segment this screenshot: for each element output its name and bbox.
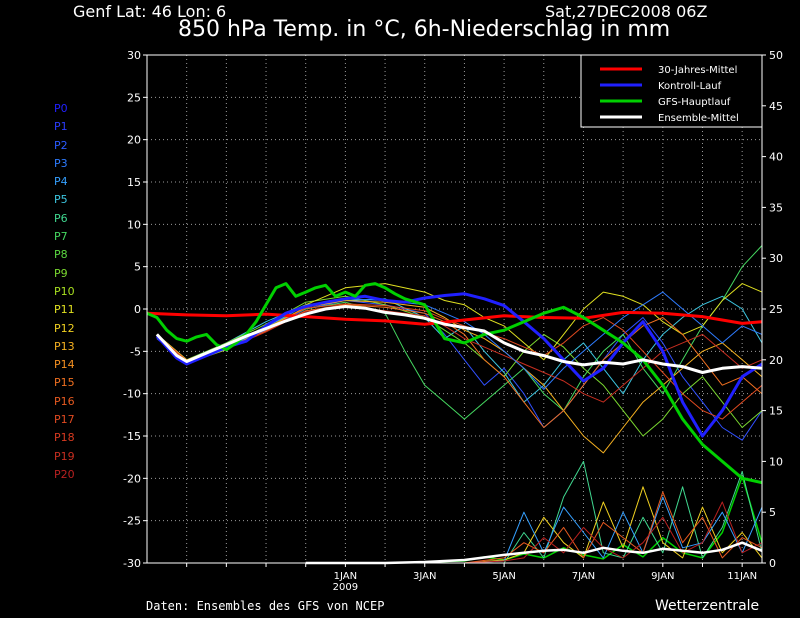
temp-line-kontroll-lauf [155,292,763,438]
x-tick-label: 5JAN [492,571,515,582]
legend-label: GFS-Hauptlauf [658,97,731,108]
x-tick-label: 3JAN [413,571,436,582]
x-tick-label: 1JAN [334,571,357,582]
left-tick-label: 25 [127,91,141,104]
temp-line-p15 [156,304,763,428]
left-tick-label: 30 [127,49,141,62]
left-tick-label: 15 [127,176,141,189]
brand-label: Wetterzentrale [655,598,760,614]
left-axis: 30 25 20 15 10 5 0 -5 -10 -15 -20 -25 -30 [123,49,147,570]
right-tick-label: 30 [769,252,783,265]
left-tick-label: 20 [127,134,141,147]
right-tick-label: 5 [769,506,776,519]
legend-label: Kontroll-Lauf [658,81,722,92]
precipitation-series [305,460,763,565]
member-label-p15: P15 [54,376,75,390]
member-label-p4: P4 [54,175,68,189]
member-label-p7: P7 [54,230,68,244]
x-tick-label: 9JAN [651,571,674,582]
chart-title: 850 hPa Temp. in °C, 6h-Niederschlag in … [178,17,671,42]
member-list: P0 P1 P2 P3 P4 P5 P6 P7 P8 P9 P10 P11 P12 P13 P14 P15 P1… [54,100,75,484]
right-tick-label: 0 [769,557,776,570]
member-label-p10: P10 [54,284,75,298]
location-label: Genf Lat: 46 Lon: 6 [73,2,227,21]
left-tick-label: 0 [134,303,141,316]
left-tick-label: -10 [123,388,141,401]
right-tick-label: 35 [769,201,783,214]
legend-label: Ensemble-Mittel [658,113,739,124]
member-label-p1: P1 [54,120,68,134]
right-tick-label: 25 [769,303,783,316]
x-tick-sublabel: 2009 [333,582,358,593]
member-label-p6: P6 [54,211,68,225]
left-tick-label: 10 [127,218,141,231]
member-label-p13: P13 [54,339,75,353]
temp-line-ensemble-mittel [155,305,763,374]
x-tick-label: 7JAN [572,571,595,582]
run-datetime: Sat,27DEC2008 06Z [545,2,708,21]
left-tick-label: -20 [123,472,141,485]
member-label-p12: P12 [54,321,75,335]
member-label-p0: P0 [54,102,68,115]
temp-line-p19 [156,306,763,403]
left-tick-label: -30 [123,557,141,570]
member-label-p3: P3 [54,156,68,170]
member-label-p17: P17 [54,413,75,427]
member-label-p5: P5 [54,193,68,207]
data-source: Daten: Ensembles des GFS von NCEP [146,599,385,613]
precip-line-p16 [464,491,763,564]
member-label-p8: P8 [54,248,68,262]
member-label-p18: P18 [54,431,75,445]
left-tick-label: -25 [123,515,141,528]
legend-label: 30-Jahres-Mittel [658,65,737,76]
right-tick-label: 15 [769,405,783,418]
precip-line-ensemble-mittel [305,541,763,565]
x-tick-label: 11JAN [727,571,757,582]
legend: 30-Jahres-Mittel Kontroll-Lauf GFS-Hauptla… [580,54,763,128]
grid [147,55,762,563]
temp-line-p5 [156,295,763,403]
legend-box [580,54,763,128]
right-tick-label: 10 [769,455,783,468]
precip-line-p12 [464,486,763,564]
right-tick-label: 40 [769,151,783,164]
left-tick-label: -15 [123,430,141,443]
right-tick-label: 20 [769,354,783,367]
right-tick-label: 45 [769,100,783,113]
member-label-p20: P20 [54,467,75,481]
temp-line-p17 [156,303,763,420]
precip-line-p4 [464,496,763,564]
temperature-series [146,245,763,485]
member-label-p19: P19 [54,449,75,463]
member-label-p14: P14 [54,358,75,372]
member-label-p2: P2 [54,138,68,152]
left-tick-label: 5 [134,261,141,274]
plot-frame [146,54,763,564]
member-label-p11: P11 [54,303,75,317]
member-label-p16: P16 [54,394,75,408]
temp-line-30-jahres-mittel [146,310,763,326]
left-tick-label: -5 [130,345,141,358]
right-tick-label: 50 [769,49,783,62]
member-label-p9: P9 [54,266,68,280]
